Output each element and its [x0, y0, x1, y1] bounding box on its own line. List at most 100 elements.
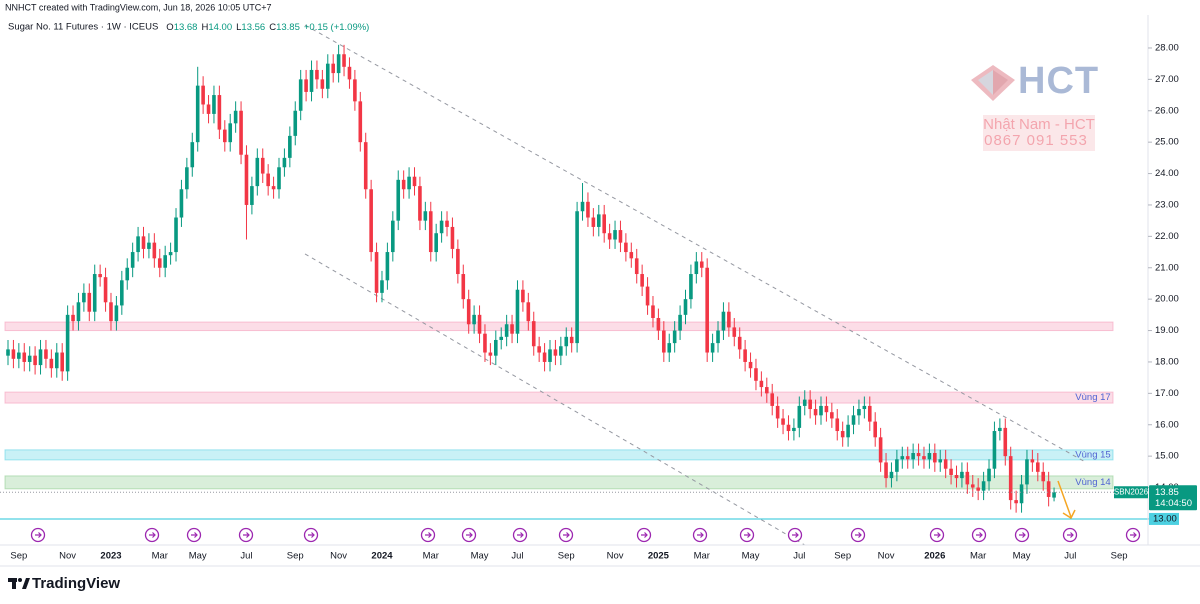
candle-body — [223, 129, 227, 143]
candle-body — [201, 85, 205, 105]
candle-body — [737, 336, 742, 350]
candle-body — [206, 104, 211, 114]
candle-body — [954, 474, 959, 479]
x-tick-label: Mar — [694, 551, 710, 562]
candle-body — [456, 248, 460, 275]
watermark-name: Nhật Nam - HCT — [983, 116, 1095, 133]
logo-part — [12, 578, 16, 589]
x-tick-label: Jul — [1064, 551, 1076, 562]
candle-body — [385, 252, 390, 281]
x-tick-label: 2024 — [371, 551, 393, 562]
price-tag-value: 13.85 — [1155, 487, 1179, 498]
zone-label: Vùng 17 — [1075, 392, 1110, 403]
candle-body — [374, 252, 379, 293]
candle-body — [683, 299, 688, 315]
candle-body — [667, 343, 672, 353]
candle-body — [998, 427, 1002, 432]
x-tick-label: 2023 — [100, 551, 121, 562]
candle-body — [494, 339, 498, 356]
candle-body — [293, 110, 298, 136]
event-marker — [692, 527, 708, 543]
candle-body — [716, 330, 720, 344]
candle-body — [120, 280, 124, 306]
candle-body — [136, 236, 140, 253]
candle-body — [808, 399, 812, 410]
candle-body — [44, 349, 48, 359]
candle-body — [71, 314, 75, 322]
plot-area: Vùng 17 Vùng 15 Vùng 14 — [0, 24, 1148, 546]
y-tick-label: 15.00 — [1155, 451, 1179, 462]
candle-body — [466, 299, 471, 325]
event-marker-arrow — [517, 532, 524, 538]
candle-body — [396, 179, 401, 221]
event-marker — [787, 527, 803, 543]
y-tick-label: 27.00 — [1155, 74, 1179, 85]
candle-body — [510, 324, 514, 334]
candle-body — [27, 355, 32, 362]
x-tick-label: May — [1013, 551, 1031, 562]
event-marker-arrow — [697, 532, 704, 538]
candle-body — [65, 314, 70, 372]
y-tick-label: 26.00 — [1155, 105, 1179, 116]
candle-body — [304, 79, 308, 92]
candle-body — [624, 242, 628, 253]
candle-body — [515, 289, 520, 334]
candle-body — [488, 352, 493, 356]
logo-facet — [993, 70, 1008, 95]
candle-body — [130, 252, 135, 268]
candle-body — [629, 252, 634, 259]
candle-body — [1014, 500, 1018, 504]
candle-body — [548, 349, 552, 362]
candle-body — [987, 468, 991, 482]
candle-body — [504, 324, 509, 337]
candle-body — [266, 173, 270, 187]
candle-body — [1019, 484, 1024, 504]
candle-body — [580, 201, 585, 212]
candle-body — [645, 286, 650, 306]
candle-body — [282, 157, 287, 168]
footer-logo: TradingView — [8, 575, 120, 592]
level-tag — [1149, 512, 1179, 525]
ohlc-change: +0.15 (+1.09%) — [304, 22, 370, 33]
candle-body — [49, 358, 54, 369]
x-tick-label: Nov — [878, 551, 895, 562]
candle-body — [347, 66, 352, 80]
event-marker-arrow — [191, 532, 198, 538]
watermark-phone: 0867 091 553 — [984, 132, 1088, 149]
event-marker — [850, 527, 866, 543]
candle-body — [857, 409, 861, 416]
ohlc-key: H — [201, 22, 208, 33]
candle-body — [943, 459, 948, 469]
candle-body — [640, 274, 644, 287]
candle-body — [689, 274, 693, 300]
y-tick-label: 28.00 — [1155, 42, 1179, 53]
event-marker-arrow — [35, 532, 42, 538]
ohlc-key: C — [269, 22, 276, 33]
candle-body — [835, 418, 840, 432]
candle-body — [217, 95, 222, 130]
event-marker — [420, 527, 436, 543]
event-marker-arrow — [466, 532, 473, 538]
candle-body — [542, 352, 547, 362]
candle-body — [369, 189, 373, 253]
symbol-tag — [1114, 486, 1148, 499]
y-tick-label: 23.00 — [1155, 199, 1179, 210]
candle-body — [895, 459, 899, 472]
candle-body — [336, 54, 341, 74]
y-tick-label: 19.00 — [1155, 325, 1179, 336]
candle-body — [802, 399, 807, 406]
arrow-head — [1062, 509, 1076, 520]
event-marker — [238, 527, 254, 543]
candle-body — [748, 361, 753, 369]
candle-body — [775, 405, 780, 419]
candle-body — [157, 258, 162, 268]
event-marker — [739, 527, 755, 543]
event-marker — [558, 527, 574, 543]
event-marker — [512, 527, 528, 543]
candle-body — [900, 456, 905, 460]
candle-body — [325, 63, 330, 89]
candle-body — [634, 258, 639, 275]
event-marker — [929, 527, 945, 543]
